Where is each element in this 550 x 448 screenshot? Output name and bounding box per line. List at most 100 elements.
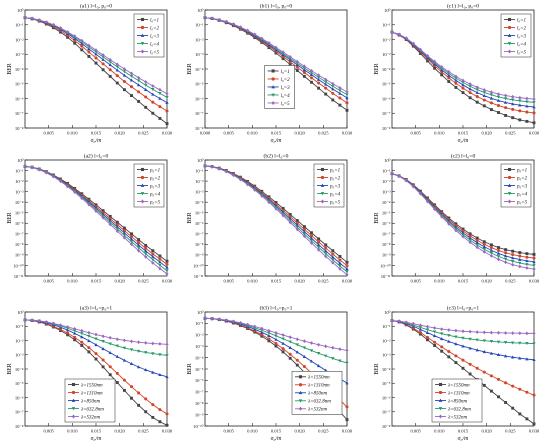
y-tick-label: 10⁻⁴ [195,67,204,72]
data-point [418,191,422,196]
data-point [532,260,536,264]
legend-label: l₀=5 [517,50,527,55]
y-tick-label: 10⁰ [17,310,24,315]
data-point [316,75,321,79]
data-point [158,342,162,346]
legend-marker [438,398,443,402]
data-point [440,214,444,219]
data-point [518,103,522,107]
legend-marker [507,175,512,180]
data-point [87,43,91,48]
data-point [288,212,292,216]
legend-label: p₀=3 [329,184,341,189]
data-point [475,240,479,244]
x-tick-label: 0.030 [529,131,540,136]
data-point [137,238,141,242]
data-point [151,341,155,346]
data-point [66,184,70,189]
y-tick-label: 10⁻² [382,338,391,343]
data-point [73,41,77,45]
data-point [87,350,91,354]
data-point [302,71,306,75]
data-point [489,246,493,250]
data-point [158,116,162,120]
legend-marker [320,199,325,204]
data-point [165,412,169,416]
data-point [165,109,169,113]
data-point [482,240,486,244]
data-point [432,330,437,334]
x-tick-label: 0.025 [138,131,149,136]
data-point [317,342,321,347]
data-point [267,328,271,333]
data-point [440,73,444,77]
data-point [447,328,451,332]
data-point [122,233,127,238]
data-point [397,32,401,37]
y-tick-label: 10⁻² [195,179,204,184]
legend-label: λ=850nm [447,399,468,404]
data-point [158,105,162,109]
legend-label: l₀=3 [150,34,160,39]
data-point [504,260,508,265]
data-point [532,256,536,260]
data-point [309,234,314,238]
y-tick-label: 10⁻⁵ [382,82,391,87]
y-tick-label: 10⁻⁸ [15,242,24,247]
legend-item: λ=1550nm [68,382,103,388]
data-point [210,316,214,321]
data-point [468,232,472,236]
data-point [288,220,292,225]
legend-box [133,163,165,208]
data-point [210,165,214,169]
data-point [397,319,401,324]
data-point [433,66,437,70]
data-point [345,96,349,100]
data-point [144,243,148,247]
legend-marker [507,17,512,22]
legend-label: l₀=2 [517,26,527,31]
data-point [165,96,169,100]
data-point [87,47,91,51]
y-tick-label: 10⁻⁶ [195,378,204,383]
legend-marker [320,167,325,172]
data-point [288,335,292,340]
data-point [504,106,508,110]
data-point [475,85,479,90]
legend-label: p₀=4 [149,192,161,197]
subplot-title: (b3) l=l₀=p₀=1 [260,305,293,312]
data-point [158,87,162,92]
data-point [317,240,321,244]
data-point [468,84,472,88]
data-point [23,164,27,169]
data-point [482,242,486,246]
data-point [122,388,126,392]
data-point [108,214,112,218]
data-point [94,209,98,214]
data-point [122,88,126,92]
x-tick-label: 0.010 [247,131,258,136]
data-point [497,246,500,249]
data-point [295,221,299,225]
data-point [511,94,515,99]
data-point [511,355,515,359]
data-point [345,267,349,271]
data-point [94,56,98,60]
legend-label: λ=632.8nm [80,407,104,412]
y-tick-label: 10⁻⁹ [195,412,204,417]
x-tick-label: 0.025 [138,429,149,434]
data-point [302,64,306,69]
legend-label: λ=532nm [307,408,328,413]
data-point [130,94,133,97]
data-point [151,88,155,92]
data-point [475,245,479,250]
y-tick-label: 10⁻² [195,37,204,42]
data-point [295,227,299,232]
data-point [475,236,479,240]
y-tick-label: 10⁻⁵ [195,82,204,87]
data-point [122,378,126,382]
data-point [532,101,536,105]
x-tick-label: 0.010 [434,429,445,434]
data-point [122,73,127,77]
data-point [433,340,437,344]
